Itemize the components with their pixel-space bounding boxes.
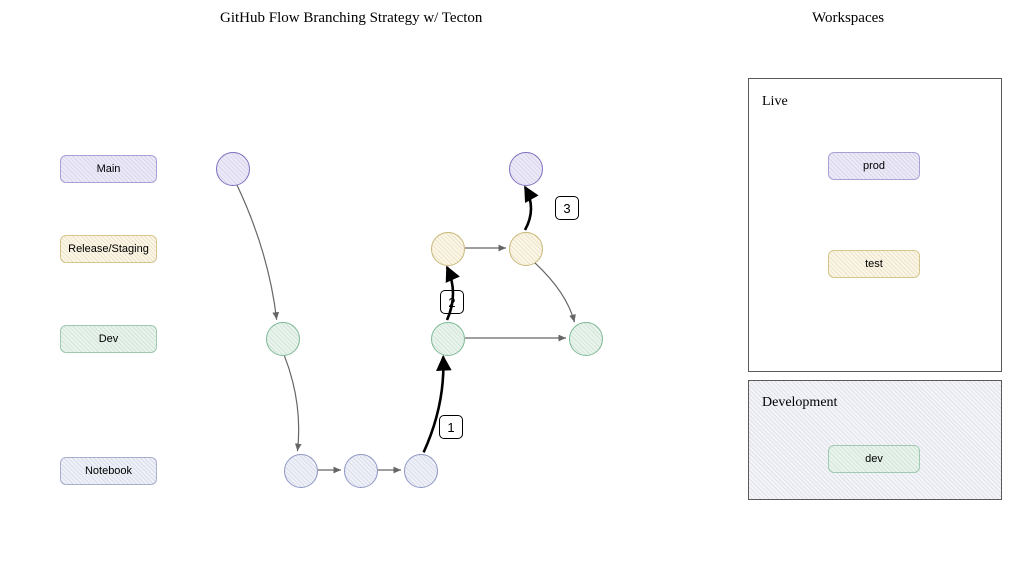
commit-n1 (284, 454, 318, 488)
step-label-3: 3 (555, 196, 579, 220)
workspace-chip-test: test (828, 250, 920, 278)
commit-d2 (431, 322, 465, 356)
branch-label-dev: Dev (60, 325, 157, 353)
workspace-chip-dev: dev (828, 445, 920, 473)
workspace-title-live: Live (762, 94, 788, 110)
step-label-2: 2 (440, 290, 464, 314)
diagram-title: GitHub Flow Branching Strategy w/ Tecton (220, 10, 482, 27)
commit-n3 (404, 454, 438, 488)
commit-n2 (344, 454, 378, 488)
commit-d1 (266, 322, 300, 356)
commit-d3 (569, 322, 603, 356)
edge-r2-m2 (525, 187, 531, 230)
branch-label-release: Release/Staging (60, 235, 157, 263)
commit-r2 (509, 232, 543, 266)
step-label-1: 1 (439, 415, 463, 439)
edge-r2-d3 (535, 263, 574, 322)
workspaces-title: Workspaces (812, 10, 884, 27)
branch-label-main: Main (60, 155, 157, 183)
workspace-chip-prod: prod (828, 152, 920, 180)
edge-m1-d1 (237, 185, 277, 320)
branch-label-notebook: Notebook (60, 457, 157, 485)
workspace-box-live (748, 78, 1002, 372)
commit-m1 (216, 152, 250, 186)
commit-r1 (431, 232, 465, 266)
edge-d1-n1 (284, 356, 298, 451)
commit-m2 (509, 152, 543, 186)
workspace-title-development: Development (762, 395, 837, 411)
